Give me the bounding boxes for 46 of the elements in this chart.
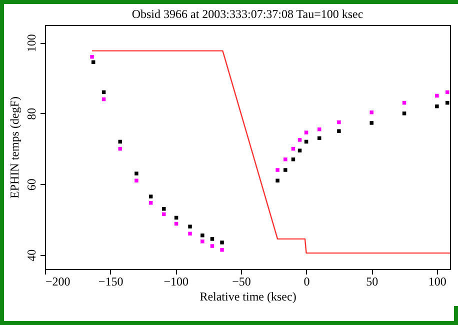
x-axis-title: Relative time (ksec) (200, 290, 296, 304)
point (220, 248, 224, 252)
point (446, 100, 450, 105)
point (298, 148, 302, 152)
point (276, 178, 280, 182)
point (435, 94, 439, 98)
point (220, 240, 224, 244)
point (200, 240, 204, 244)
x-tick-label: −150 (98, 274, 124, 288)
point (446, 90, 450, 94)
point (162, 207, 166, 211)
point (90, 54, 94, 59)
chart-title: Obsid 3966 at 2003:333:07:37:08 Tau=100 ksec (132, 7, 364, 21)
point (337, 120, 341, 124)
point (134, 172, 138, 176)
x-tick-label: −50 (232, 274, 251, 288)
y-tick-label: 60 (24, 178, 38, 191)
point (337, 129, 341, 133)
x-tick-label: 50 (366, 274, 378, 288)
point (210, 237, 214, 241)
point (435, 104, 439, 108)
point (162, 212, 166, 216)
point (188, 232, 192, 236)
point (200, 234, 204, 238)
point (298, 138, 302, 142)
point (148, 194, 153, 198)
point (370, 121, 374, 125)
point (370, 110, 374, 114)
point (118, 140, 122, 144)
x-tick-label: 100 (428, 274, 446, 288)
point (134, 178, 138, 182)
x-tick-label: −200 (46, 274, 70, 288)
point (210, 244, 214, 248)
point (276, 168, 280, 172)
y-tick-label: 80 (24, 108, 38, 120)
point (304, 130, 308, 134)
y-tick-label: 100 (24, 34, 38, 52)
point (284, 158, 288, 162)
point (188, 224, 192, 228)
y-axis-title: EPHIN temps (degF) (8, 96, 22, 198)
point (284, 168, 288, 172)
point (402, 112, 406, 116)
y-tick-label: 40 (24, 249, 38, 262)
x-tick-label: 0 (304, 274, 310, 288)
x-tick-label: −100 (164, 274, 189, 288)
point (118, 146, 122, 151)
